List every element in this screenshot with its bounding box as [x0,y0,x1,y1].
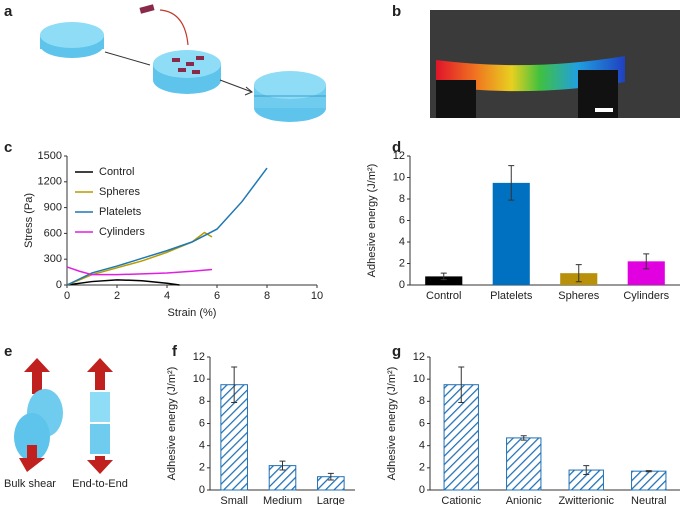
x-tick-label: Control [426,290,461,302]
y-tick-label: 12 [393,150,405,162]
error-bar [279,460,286,471]
panel-label: a [4,3,13,20]
panel-label: b [392,3,401,20]
legend-label: Control [99,166,134,178]
error-bar [520,435,527,441]
x-tick-label: Neutral [631,495,666,505]
line-series [66,279,180,286]
bar [627,261,665,285]
x-tick-label: 6 [214,290,220,302]
x-tick-label: Large [317,495,345,505]
panel-label: d [392,139,401,156]
y-tick-label: 900 [44,202,62,214]
y-tick-label: 10 [193,373,205,385]
error-bar [231,366,238,403]
x-tick-label: 8 [264,290,270,302]
x-tick-label: Small [220,495,248,505]
y-tick-label: 12 [193,351,205,363]
legend-label: Cylinders [99,226,145,238]
error-bar [575,264,582,283]
x-tick-label: 10 [311,290,323,302]
y-tick-label: 2 [199,462,205,474]
y-tick-label: 2 [399,257,405,269]
error-bar [508,165,515,201]
illustration-label: Bulk shear [4,478,56,490]
y-tick-label: 300 [44,253,62,265]
y-tick-label: 2 [419,462,425,474]
x-axis-label: Strain (%) [168,307,217,319]
error-bar [327,472,334,481]
x-tick-label: 2 [114,290,120,302]
bar [506,437,542,491]
illustration-a [40,4,326,122]
error-bar [583,465,590,475]
bar [425,276,463,285]
x-tick-label: Medium [263,495,302,505]
y-tick-label: 0 [56,279,62,291]
legend-label: Spheres [99,186,140,198]
y-axis-label: Stress (Pa) [23,193,35,248]
y-axis-label: Adhesive energy (J/m²) [166,367,178,481]
panel-label: f [172,343,178,360]
x-tick-label: Anionic [506,495,543,505]
x-tick-label: Cationic [441,495,481,505]
y-tick-label: 1500 [38,150,62,162]
line-series [66,167,268,286]
x-tick-label: 4 [164,290,170,302]
y-tick-label: 6 [399,214,405,226]
x-tick-label: Spheres [558,290,599,302]
error-bar [643,253,650,270]
y-tick-label: 0 [419,484,425,496]
y-tick-label: 4 [419,440,425,452]
y-tick-label: 0 [199,484,205,496]
legend-label: Platelets [99,206,142,218]
panel-label: g [392,343,401,360]
y-tick-label: 10 [393,171,405,183]
bar [631,470,667,491]
y-tick-label: 6 [419,417,425,429]
y-tick-label: 8 [419,395,425,407]
y-tick-label: 8 [199,395,205,407]
y-tick-label: 0 [399,279,405,291]
x-tick-label: Cylinders [623,290,669,302]
photo-b [430,10,680,118]
panel-label: c [4,139,12,156]
x-tick-label: Zwitterionic [558,495,614,505]
y-tick-label: 4 [399,236,405,248]
line-series [66,266,213,276]
y-tick-label: 4 [199,440,205,452]
x-tick-label: Platelets [490,290,533,302]
y-tick-label: 10 [413,373,425,385]
y-tick-label: 1200 [38,176,62,188]
y-tick-label: 6 [199,417,205,429]
illustration-e [14,358,113,474]
error-bar [440,272,447,281]
illustration-label: End-to-End [72,478,128,490]
y-axis-label: Adhesive energy (J/m²) [366,164,378,278]
panel-label: e [4,343,12,360]
x-tick-label: 0 [64,290,70,302]
y-axis-label: Adhesive energy (J/m²) [386,367,398,481]
line-series [66,231,213,286]
y-tick-label: 600 [44,227,62,239]
bar [268,465,297,491]
error-bar [458,366,465,403]
error-bar [645,470,652,473]
y-tick-label: 12 [413,351,425,363]
y-tick-label: 8 [399,193,405,205]
